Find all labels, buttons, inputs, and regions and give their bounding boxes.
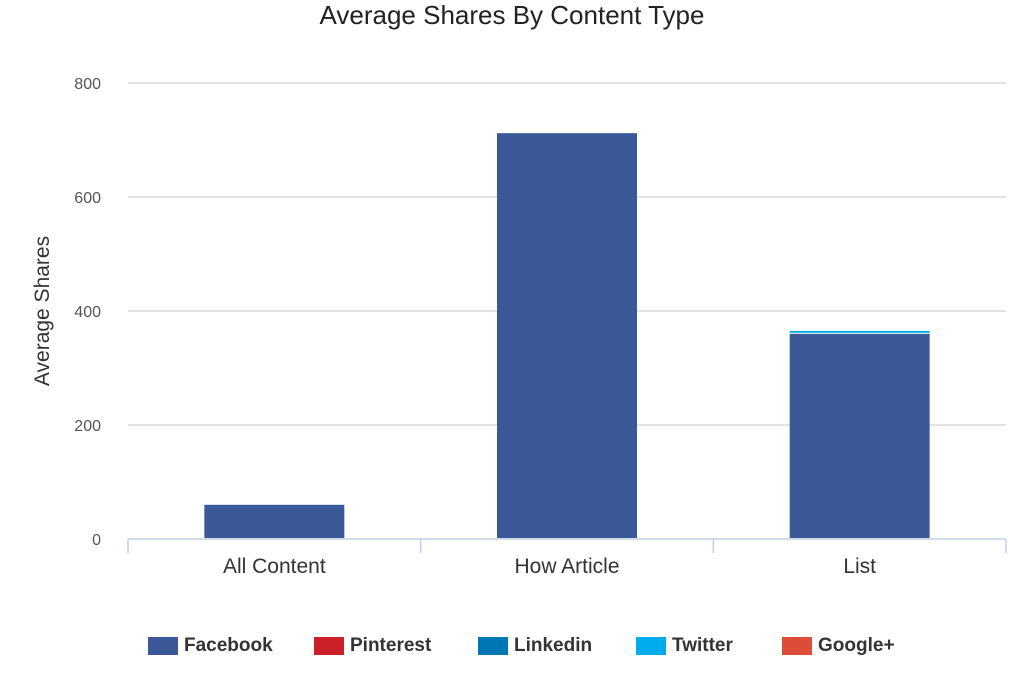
- legend-item-facebook[interactable]: Facebook: [148, 628, 273, 664]
- x-tick-label: How Article: [514, 555, 619, 578]
- y-tick-label: 600: [74, 190, 101, 207]
- bar-facebook-1: [497, 133, 637, 538]
- legend: Facebook Pinterest Linkedin Twitter Goog…: [0, 628, 1024, 664]
- bar-twitter-2: [789, 330, 930, 333]
- legend-label-googleplus: Google+: [818, 635, 895, 656]
- legend-item-twitter[interactable]: Twitter: [636, 628, 733, 664]
- bar-facebook-2: [789, 333, 930, 538]
- legend-label-linkedin: Linkedin: [514, 635, 593, 656]
- legend-swatch-pinterest: [314, 637, 344, 655]
- legend-item-linkedin[interactable]: Linkedin: [478, 628, 592, 664]
- x-tick-label: List: [843, 555, 876, 578]
- bar-chart: 0 200 400 600 800 All Content How Article List A…: [31, 76, 1007, 578]
- y-tick-label: 400: [74, 304, 101, 321]
- y-tick-label: 800: [74, 76, 101, 93]
- legend-swatch-twitter: [636, 637, 666, 655]
- legend-item-pinterest[interactable]: Pinterest: [314, 628, 431, 664]
- legend-label-facebook: Facebook: [184, 635, 273, 656]
- chart-title: Average Shares By Content Type: [319, 0, 705, 30]
- legend-swatch-linkedin: [478, 637, 508, 655]
- x-tick-label: All Content: [223, 555, 326, 578]
- legend-swatch-facebook: [148, 637, 178, 655]
- legend-swatch-googleplus: [782, 637, 812, 655]
- bar-facebook-0: [204, 504, 345, 538]
- legend-label-pinterest: Pinterest: [350, 635, 432, 656]
- y-tick-label: 0: [92, 532, 101, 549]
- legend-label-twitter: Twitter: [672, 635, 733, 656]
- y-axis-label: Average Shares: [31, 236, 54, 386]
- y-tick-label: 200: [74, 418, 101, 435]
- legend-item-googleplus[interactable]: Google+: [782, 628, 895, 664]
